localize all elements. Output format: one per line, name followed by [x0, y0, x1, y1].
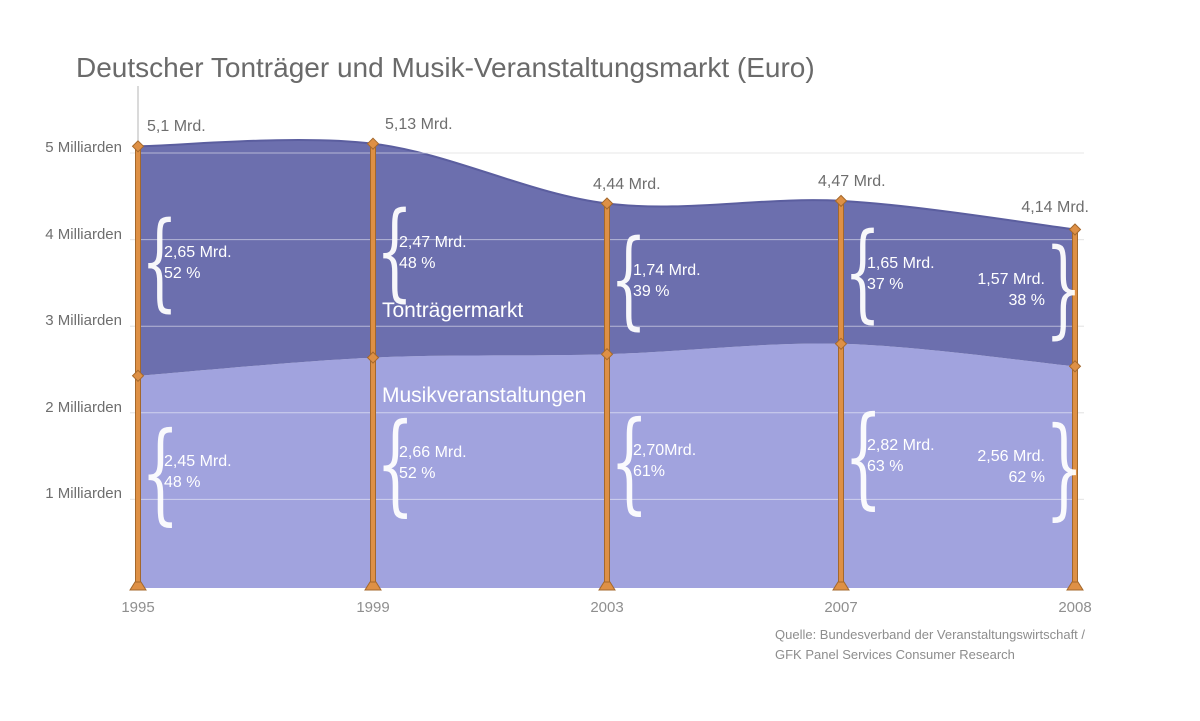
x-axis-year-label: 1995	[121, 599, 155, 616]
segment-value-label: 2,45 Mrd. 48 %	[164, 451, 232, 493]
year-marker-bar	[370, 141, 376, 591]
series-label-musikveranstaltungen: Musikveranstaltungen	[382, 384, 587, 407]
y-axis-tick-label: 5 Milliarden	[45, 139, 122, 156]
segment-percent: 48 %	[164, 473, 201, 491]
bar-base	[1066, 581, 1084, 591]
segment-amount: 2,56 Mrd.	[977, 448, 1045, 466]
total-value-label: 4,14 Mrd.	[1021, 198, 1089, 216]
bar-base	[598, 581, 616, 591]
segment-amount: 2,82 Mrd.	[867, 436, 935, 454]
total-node-icon	[834, 194, 848, 208]
year-marker-bar	[1072, 227, 1078, 591]
chart-title: Deutscher Tonträger und Musik-Veranstalt…	[76, 52, 815, 83]
segment-percent: 61%	[633, 463, 666, 481]
boundary-node-icon	[131, 369, 145, 383]
segment-amount: 2,70Mrd.	[633, 442, 697, 460]
segment-percent: 52 %	[164, 265, 201, 283]
segment-percent: 37 %	[867, 276, 904, 294]
segment-value-label: 2,56 Mrd. 62 %	[913, 446, 1045, 488]
y-axis-tick-label: 3 Milliarden	[45, 312, 122, 330]
segment-value-label: 1,65 Mrd. 37 %	[867, 253, 935, 295]
source-note-line2: GFK Panel Services Consumer Research	[775, 647, 1015, 662]
boundary-node-icon	[834, 337, 848, 351]
segment-percent: 39 %	[633, 282, 670, 300]
segment-value-label: 1,74 Mrd. 39 %	[633, 260, 701, 302]
total-value-label: 5,13 Mrd.	[385, 115, 453, 133]
segment-percent: 52 %	[399, 464, 436, 482]
bar-base	[832, 581, 850, 591]
segment-amount: 1,74 Mrd.	[633, 261, 701, 279]
segment-value-label: 2,70Mrd. 61%	[633, 440, 696, 482]
segment-value-label: 1,57 Mrd. 38 %	[913, 269, 1045, 311]
boundary-node-icon	[1068, 360, 1082, 373]
segment-amount: 2,45 Mrd.	[164, 452, 232, 470]
boundary-node-icon	[366, 351, 380, 364]
series-label-tontraegermarkt: Tonträgermarkt	[382, 299, 524, 322]
bar-base	[129, 581, 147, 591]
segment-amount: 1,65 Mrd.	[867, 255, 935, 273]
year-marker-bar	[838, 198, 844, 591]
segment-percent: 48 %	[399, 254, 436, 272]
x-axis-year-label: 2003	[590, 599, 624, 616]
segment-amount: 2,65 Mrd.	[164, 244, 232, 262]
segment-value-label: 2,82 Mrd. 63 %	[867, 435, 935, 477]
bar-base	[364, 581, 382, 591]
segment-amount: 2,66 Mrd.	[399, 443, 467, 461]
total-value-label: 5,1 Mrd.	[147, 118, 206, 136]
segment-value-label: 2,66 Mrd. 52 %	[399, 442, 467, 484]
total-node-icon	[131, 140, 145, 153]
x-axis-year-label: 2007	[824, 599, 858, 616]
total-node-icon	[1068, 223, 1082, 236]
segment-amount: 2,47 Mrd.	[399, 233, 467, 251]
y-axis-tick-label: 1 Milliarden	[45, 485, 122, 503]
segment-value-label: 2,65 Mrd. 52 %	[164, 242, 232, 284]
boundary-node-icon	[600, 347, 614, 361]
segment-percent: 62 %	[1008, 469, 1045, 487]
year-marker-bar	[604, 201, 610, 591]
segment-percent: 38 %	[1008, 291, 1045, 309]
total-value-label: 4,44 Mrd.	[593, 175, 661, 193]
source-note-line1: Quelle: Bundesverband der Veranstaltungs…	[775, 627, 1086, 642]
total-node-icon	[600, 197, 614, 210]
segment-amount: 1,57 Mrd.	[977, 270, 1045, 288]
source-note: Quelle: Bundesverband der Veranstaltungs…	[775, 625, 1085, 665]
total-node-icon	[366, 137, 380, 150]
segment-percent: 63 %	[867, 457, 904, 475]
x-axis-year-label: 1999	[356, 599, 390, 616]
y-axis-tick-label: 2 Milliarden	[45, 398, 122, 416]
total-value-label: 4,47 Mrd.	[818, 172, 886, 190]
y-axis-tick-label: 4 Milliarden	[45, 225, 122, 243]
x-axis-year-label: 2008	[1058, 599, 1092, 616]
year-marker-bar	[135, 143, 141, 591]
segment-value-label: 2,47 Mrd. 48 %	[399, 232, 467, 274]
